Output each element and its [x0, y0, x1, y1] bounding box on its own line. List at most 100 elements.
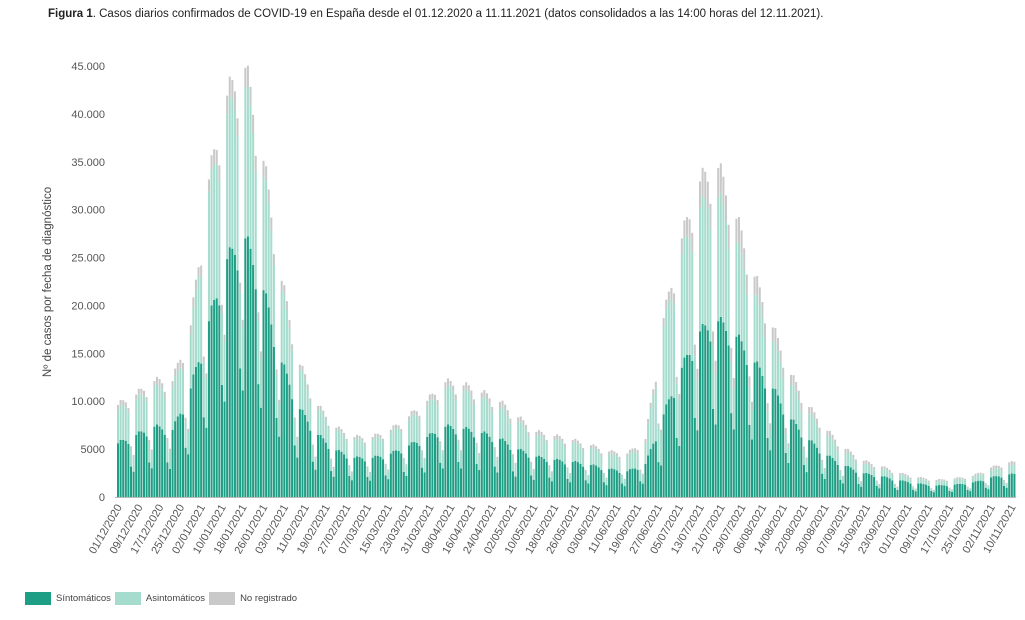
bar-asintomaticos [675, 383, 678, 438]
bar-asintomaticos [257, 320, 260, 385]
bar-no-registrado [415, 411, 418, 416]
bar-asintomaticos [896, 487, 899, 490]
bar-no-registrado [865, 460, 868, 464]
bar-no-registrado [943, 479, 946, 482]
bar-sintomaticos [324, 442, 327, 497]
bar-sintomaticos [667, 399, 670, 497]
bar-sintomaticos [730, 413, 733, 497]
bar-asintomaticos [491, 412, 494, 443]
bar-sintomaticos [436, 437, 439, 497]
bar-asintomaticos [376, 436, 379, 456]
bar-asintomaticos [867, 464, 870, 474]
bar-no-registrado [595, 446, 598, 450]
bar-no-registrado [233, 91, 236, 111]
bar-no-registrado [914, 488, 917, 490]
y-tick-label: 5000 [81, 444, 105, 456]
bar-no-registrado [862, 460, 865, 464]
bar-asintomaticos [441, 452, 444, 469]
bar-sintomaticos [202, 417, 205, 497]
bar-sintomaticos [582, 466, 585, 497]
bar-sintomaticos [181, 414, 184, 497]
bar-sintomaticos [444, 426, 447, 497]
bar-sintomaticos [449, 425, 452, 497]
bar-sintomaticos [129, 466, 133, 497]
bar-no-registrado [589, 445, 592, 449]
bar-sintomaticos [439, 462, 442, 497]
bar-asintomaticos [327, 428, 330, 449]
bar-asintomaticos [236, 136, 239, 271]
bar-sintomaticos [304, 414, 307, 497]
bar-asintomaticos [153, 387, 156, 427]
bar-no-registrado [472, 399, 475, 406]
bar-no-registrado [501, 400, 504, 407]
bar-sintomaticos [488, 436, 491, 497]
bar-asintomaticos [761, 318, 764, 376]
bar-asintomaticos [740, 253, 743, 342]
bar-sintomaticos [966, 489, 969, 497]
bar-sintomaticos [979, 480, 982, 497]
bar-sintomaticos [686, 354, 689, 497]
bar-sintomaticos [909, 483, 912, 497]
bar-sintomaticos [600, 470, 603, 497]
bar-no-registrado [210, 155, 213, 170]
bar-asintomaticos [914, 489, 917, 492]
bar-no-registrado [818, 427, 821, 434]
bar-sintomaticos [639, 481, 642, 497]
bar-asintomaticos [836, 450, 839, 465]
bar-sintomaticos [818, 453, 821, 497]
bar-sintomaticos [795, 424, 798, 497]
bar-sintomaticos [584, 480, 587, 497]
bar-sintomaticos [431, 432, 434, 497]
bar-sintomaticos [272, 346, 275, 497]
bar-no-registrado [647, 419, 650, 424]
bar-sintomaticos [530, 475, 533, 497]
bar-no-registrado [163, 391, 166, 399]
bar-sintomaticos [917, 483, 920, 497]
bar-no-registrado [826, 430, 829, 436]
bar-no-registrado [176, 362, 179, 371]
bar-no-registrado [930, 487, 933, 489]
bar-no-registrado [223, 334, 226, 343]
bar-sintomaticos [896, 489, 899, 497]
bar-no-registrado [945, 480, 948, 483]
bar-asintomaticos [982, 475, 985, 482]
bar-no-registrado [639, 469, 642, 472]
legend-item-sintomaticos: Síntomáticos [25, 592, 111, 605]
bar-no-registrado [1013, 461, 1016, 466]
bar-no-registrado [397, 425, 400, 429]
bar-asintomaticos [272, 265, 275, 347]
bar-sintomaticos [314, 469, 317, 497]
figure-number: Figura 1 [48, 8, 93, 20]
bar-sintomaticos [763, 388, 766, 497]
bar-no-registrado [374, 433, 377, 437]
bar-asintomaticos [150, 452, 153, 469]
bar-asintomaticos [922, 479, 925, 484]
bar-no-registrado [841, 475, 844, 478]
bar-asintomaticos [382, 441, 385, 460]
bar-asintomaticos [789, 385, 792, 420]
bar-sintomaticos [574, 460, 577, 497]
bar-no-registrado [927, 480, 930, 482]
bar-sintomaticos [184, 447, 187, 497]
bar-no-registrado [511, 454, 514, 457]
bar-sintomaticos [301, 409, 304, 497]
bar-asintomaticos [117, 410, 120, 444]
bar-asintomaticos [246, 86, 249, 237]
bar-no-registrado [597, 448, 600, 452]
bar-no-registrado [192, 297, 195, 308]
bar-asintomaticos [421, 452, 424, 468]
bar-asintomaticos [901, 475, 904, 481]
bar-sintomaticos [883, 476, 886, 497]
bar-asintomaticos [207, 191, 210, 322]
bar-sintomaticos [545, 462, 548, 497]
bar-sintomaticos [914, 491, 917, 497]
bar-sintomaticos [239, 368, 242, 497]
bar-no-registrado [995, 465, 998, 469]
bar-no-registrado [584, 469, 587, 472]
bar-asintomaticos [135, 399, 138, 435]
bar-asintomaticos [940, 480, 943, 486]
bar-no-registrado [470, 390, 473, 397]
bar-sintomaticos [408, 445, 411, 497]
bar-sintomaticos [771, 388, 774, 497]
bar-sintomaticos [517, 449, 520, 497]
